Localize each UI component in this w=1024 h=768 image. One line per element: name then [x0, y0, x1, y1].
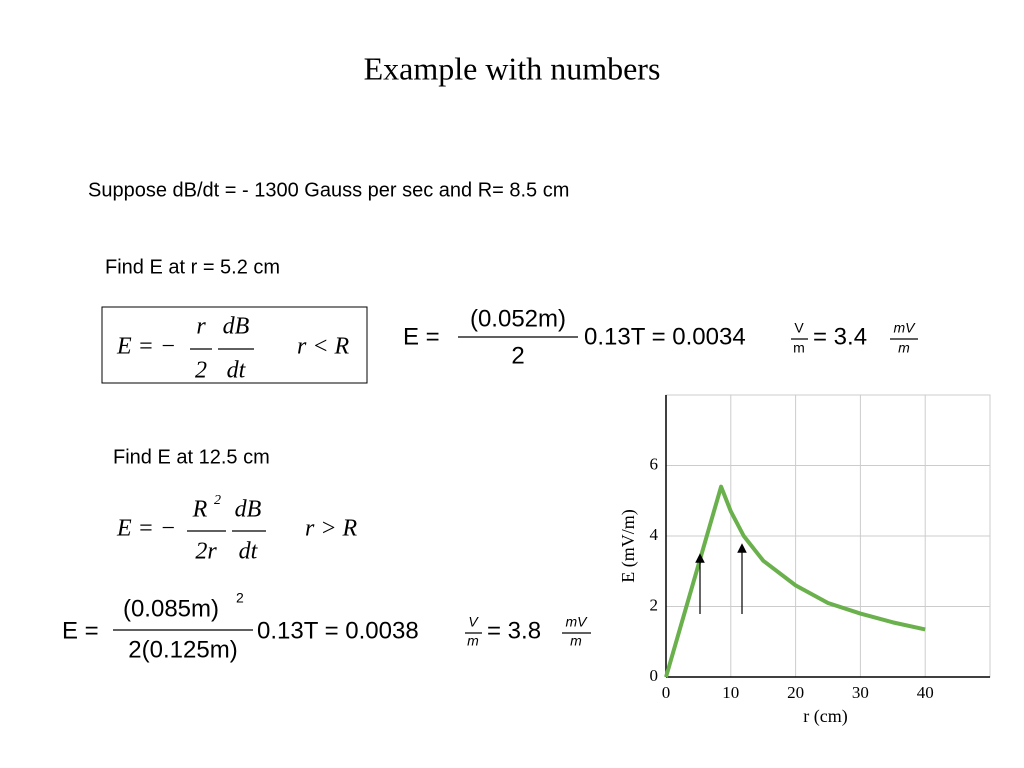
title: Example with numbers [364, 50, 661, 86]
formula-text: dt [239, 539, 259, 565]
x-axis-label: r (cm) [803, 706, 847, 727]
given: Suppose dB/dt = - 1300 Gauss per sec and… [88, 179, 569, 201]
y-tick-label: 0 [650, 666, 659, 685]
result-text: V [468, 614, 479, 630]
formula-text: r < R [297, 334, 350, 360]
y-axis-label: E (mV/m) [618, 509, 639, 583]
result-text: m [467, 633, 479, 649]
result-text: 2(0.125m) [128, 636, 237, 663]
y-tick-label: 4 [650, 525, 659, 544]
result-text: E = [62, 617, 99, 644]
data-line [664, 484, 926, 678]
result-text: = 3.8 [487, 617, 541, 644]
result-text: m [898, 340, 910, 356]
formula-text: 2 [195, 358, 207, 384]
result-text: V [794, 320, 804, 336]
result-text: m [793, 340, 805, 356]
result-text: m [570, 633, 582, 649]
formula-text: dB [235, 497, 262, 523]
prompt: Find E at 12.5 cm [113, 446, 270, 468]
result-text: 2 [236, 590, 244, 606]
result-text: 2 [511, 342, 524, 369]
formula-text: R [192, 497, 208, 523]
x-tick-label: 30 [852, 683, 869, 702]
formula-text: dt [227, 358, 247, 384]
x-tick-label: 0 [662, 683, 671, 702]
x-tick-label: 20 [787, 683, 804, 702]
y-tick-label: 6 [650, 454, 659, 473]
x-tick-label: 40 [917, 683, 934, 702]
x-tick-label: 10 [722, 683, 739, 702]
result-text: 0.13T = 0.0038 [257, 617, 419, 644]
formula-text: E = − [116, 334, 176, 360]
result-text: (0.085m) [123, 595, 219, 622]
result-text: = 3.4 [813, 323, 867, 350]
result-text: E = [403, 323, 440, 350]
chart: 0 10 20 30 40 0 2 4 6 r (cm) E (mV/m) [618, 394, 991, 727]
formula-text: 2r [195, 539, 217, 565]
result-text: mV [566, 614, 589, 630]
result-text: (0.052m) [470, 305, 566, 332]
formula-text: r [196, 314, 206, 340]
prompt: Find E at r = 5.2 cm [105, 256, 280, 278]
formula-text: dB [223, 314, 250, 340]
y-tick-label: 2 [650, 595, 659, 614]
result-text: 0.13T = 0.0034 [584, 323, 746, 350]
formula-text: E = − [116, 516, 176, 542]
result-text: mV [894, 320, 917, 336]
formula-text: 2 [214, 493, 221, 508]
formula-box [101, 306, 368, 384]
formula-text: r > R [305, 516, 358, 542]
